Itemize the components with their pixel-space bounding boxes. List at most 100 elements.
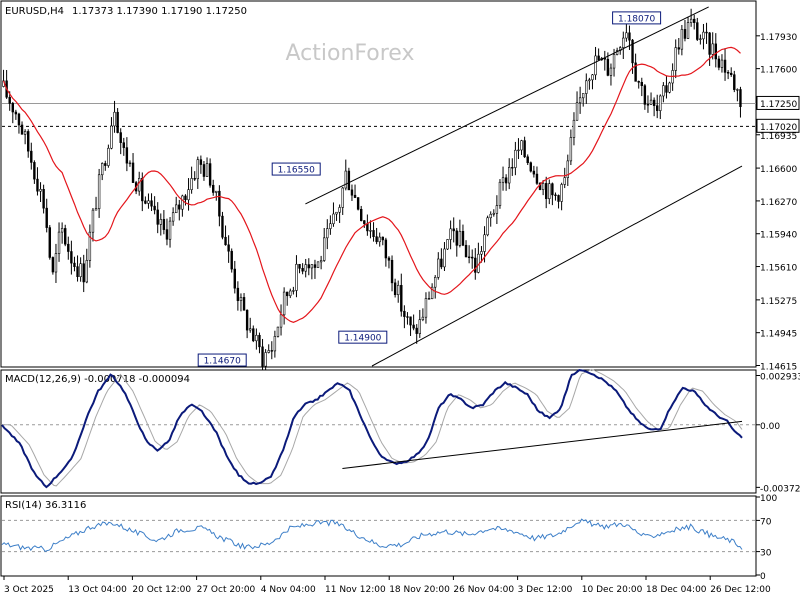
rsi-tick-label: 30 — [760, 549, 772, 559]
candle-body — [649, 99, 653, 105]
candle-body — [341, 187, 344, 208]
candle-body — [449, 228, 452, 240]
candle-body — [387, 257, 391, 261]
candle-body — [693, 18, 696, 23]
candle-body — [295, 263, 298, 291]
candle-body — [326, 228, 329, 239]
candle-body — [541, 183, 545, 190]
candle-body — [708, 32, 711, 55]
candle-body — [369, 230, 372, 232]
candle-body — [532, 170, 536, 175]
candle-body — [680, 29, 684, 50]
candle-body — [397, 285, 400, 295]
candle-body — [215, 190, 218, 193]
candle-body — [85, 260, 88, 283]
candle-body — [612, 54, 616, 69]
macd-panel-frame — [0, 369, 757, 494]
candle-body — [409, 316, 412, 326]
candle-body — [455, 230, 458, 246]
candle-body — [733, 74, 736, 90]
candle-body — [329, 223, 332, 229]
candle-body — [239, 297, 243, 301]
candle-body — [178, 204, 181, 210]
candle-body — [171, 212, 175, 222]
macd-tick-label: -0.003724 — [760, 484, 800, 494]
candle-body — [113, 111, 116, 127]
candle-body — [193, 178, 196, 180]
candle-body — [310, 264, 314, 269]
price-annotation-label: 1.14670 — [204, 357, 241, 367]
time-tick-label: 18 Nov 20:00 — [389, 585, 450, 595]
candle-body — [144, 200, 147, 204]
candle-body — [116, 111, 119, 133]
time-tick-label: 26 Nov 04:00 — [453, 585, 514, 595]
rsi-panel: RSI(14) 36.3116 100 70 30 0 — [0, 494, 777, 582]
macd-title: MACD(12,26,9) -0.000718 -0.000094 — [5, 374, 190, 385]
candle-body — [366, 223, 369, 232]
candle-body — [270, 350, 273, 352]
candle-body — [474, 257, 477, 273]
candle-body — [643, 85, 647, 105]
candle-body — [301, 268, 304, 272]
rsi-tick-label: 0 — [760, 572, 766, 582]
candle-body — [168, 220, 172, 240]
candle-body — [726, 72, 730, 74]
candle-body — [27, 131, 30, 152]
time-tick-label: 26 Dec 12:00 — [710, 585, 771, 595]
header-ohlc: 1.17373 1.17390 1.17190 1.17250 — [72, 6, 247, 17]
candle-body — [606, 58, 610, 76]
candle-body — [702, 31, 705, 40]
candle-body — [218, 190, 221, 217]
candle-body — [440, 258, 443, 268]
candle-body — [199, 159, 203, 165]
candle-body — [723, 59, 727, 73]
candle-body — [378, 236, 381, 243]
price-tick-label: 1.16600 — [760, 165, 797, 175]
price-tick-label: 1.16935 — [760, 132, 797, 142]
candle-body — [131, 162, 135, 183]
candle-body — [101, 163, 104, 176]
candle-body — [548, 183, 551, 200]
candle-body — [20, 124, 24, 135]
price-annotation-box — [338, 330, 388, 344]
candle-body — [656, 105, 659, 111]
candle-body — [495, 205, 499, 214]
candle-body — [181, 195, 184, 210]
candle-body — [249, 328, 252, 331]
candle-body — [147, 200, 150, 204]
candle-body — [363, 220, 366, 224]
candle-body — [73, 262, 76, 267]
candle-body — [205, 163, 209, 177]
candle-body — [36, 178, 39, 192]
candle-body — [434, 277, 437, 288]
candle-body — [233, 268, 236, 289]
macd-signal-line — [2, 368, 743, 487]
candle-body — [17, 113, 21, 126]
candle-body — [273, 336, 277, 352]
macd-trendline — [342, 420, 743, 469]
time-tick-label: 4 Nov 04:00 — [261, 585, 316, 595]
candle-body — [221, 215, 224, 238]
candle-body — [415, 327, 418, 334]
candle-body — [504, 177, 508, 184]
candle-body — [119, 132, 122, 143]
candle-body — [156, 209, 159, 225]
candle-body — [625, 32, 628, 39]
candle-body — [659, 95, 662, 111]
candle-body — [347, 170, 351, 191]
candle-body — [686, 22, 690, 39]
candle-body — [572, 119, 576, 138]
candle-body — [634, 62, 637, 82]
rsi-title: RSI(14) 36.3116 — [5, 500, 86, 511]
candle-body — [14, 111, 18, 115]
candle-body — [483, 234, 486, 252]
candle-body — [11, 103, 14, 113]
candle-body — [517, 149, 520, 152]
price-annotation-box — [197, 353, 247, 367]
candle-body — [717, 58, 721, 68]
candle-body — [356, 197, 360, 210]
candle-body — [165, 229, 169, 240]
price-tick-label: 1.15610 — [760, 264, 797, 274]
candle-body — [480, 251, 483, 255]
